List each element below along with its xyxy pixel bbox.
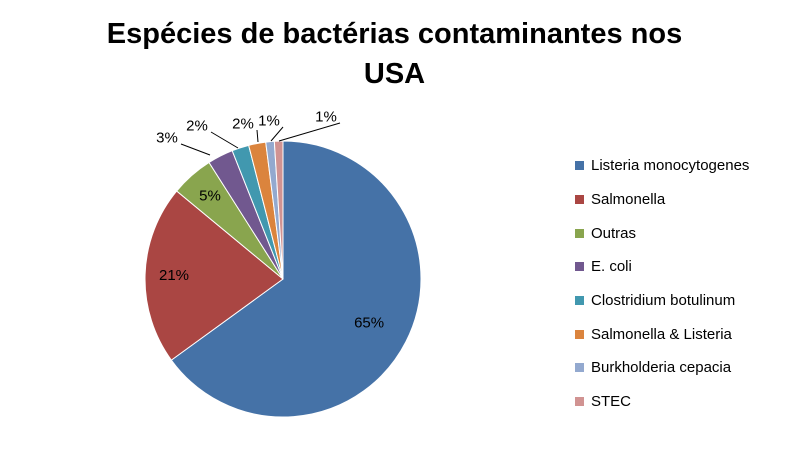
legend-swatch <box>575 329 584 339</box>
legend-swatch <box>575 296 584 306</box>
slice-label-6: 1% <box>258 113 280 130</box>
slice-label-3: 3% <box>156 130 178 147</box>
slice-label-7: 1% <box>315 109 337 126</box>
chart-title: Espécies de bactérias contaminantes nos … <box>0 14 789 94</box>
pie-slice-7 <box>273 140 284 280</box>
slice-label-2: 5% <box>199 188 221 205</box>
slice-label-5: 2% <box>232 116 254 133</box>
legend-item-5: Salmonella & Listeria <box>575 317 749 351</box>
leader-line-5 <box>256 129 259 143</box>
legend-label: STEC <box>591 393 632 411</box>
slice-label-4: 2% <box>186 118 208 135</box>
slice-label-0: 65% <box>354 314 384 331</box>
leader-line-4 <box>210 131 239 149</box>
legend-item-7: STEC <box>575 385 749 419</box>
pie-slice-0 <box>170 140 422 418</box>
leader-line-3 <box>180 143 211 156</box>
chart-title-line-2: USA <box>363 58 426 90</box>
legend-label: Burkholderia cepacia <box>591 359 732 377</box>
legend-swatch <box>575 195 584 205</box>
legend-label: Listeria monocytogenes <box>591 157 750 175</box>
legend-label: Outras <box>591 224 637 242</box>
leader-line-7 <box>278 122 341 142</box>
legend-swatch <box>575 363 584 373</box>
legend-label: E. coli <box>591 258 632 276</box>
legend-label: Clostridium botulinum <box>591 292 736 310</box>
legend-label: Salmonella & Listeria <box>591 325 732 343</box>
legend-item-4: Clostridium botulinum <box>575 284 749 318</box>
leader-line-6 <box>270 126 284 142</box>
legend-swatch <box>575 397 584 407</box>
legend-swatch <box>575 262 584 272</box>
legend: Listeria monocytogenes Salmonella Outras E.… <box>575 149 749 419</box>
legend-swatch <box>575 161 584 171</box>
chart-title-line-1: Espécies de bactérias contaminantes nos <box>106 18 683 50</box>
legend-item-6: Burkholderia cepacia <box>575 351 749 385</box>
legend-item-0: Listeria monocytogenes <box>575 149 749 183</box>
legend-swatch <box>575 228 584 238</box>
legend-item-3: E. coli <box>575 250 749 284</box>
slice-label-1: 21% <box>159 267 189 284</box>
legend-item-1: Salmonella <box>575 183 749 217</box>
legend-label: Salmonella <box>591 191 666 209</box>
legend-item-2: Outras <box>575 216 749 250</box>
pie-slice-1 <box>144 190 284 361</box>
